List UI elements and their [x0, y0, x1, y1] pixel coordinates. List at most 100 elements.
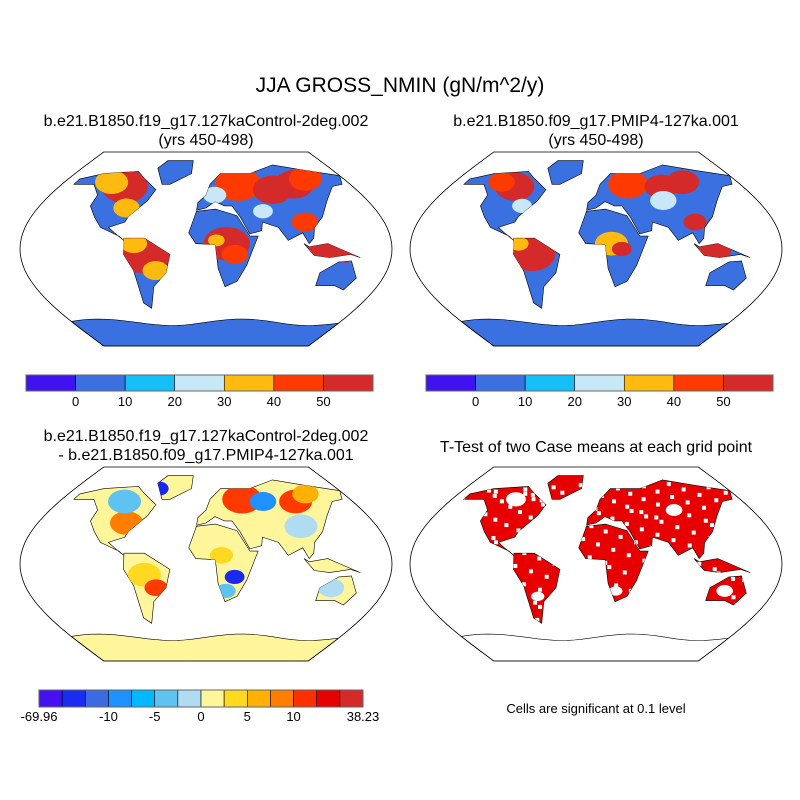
insignificant-cell — [685, 500, 690, 505]
insignificant-cell — [538, 604, 543, 609]
field-patch — [107, 489, 142, 514]
title-line: (yrs 450-498) — [158, 132, 254, 149]
insignificant-cell — [659, 519, 664, 524]
panel-title-case1: b.e21.B1850.f19_g17.127kaControl-2deg.00… — [20, 112, 392, 150]
colorbar-tick-label: 20 — [167, 394, 182, 409]
insignificant-cell — [731, 595, 736, 600]
insignificant-cell — [624, 521, 629, 526]
map-border — [19, 151, 393, 347]
colorbar-box — [38, 689, 63, 708]
map-diff — [19, 466, 393, 662]
field-patch — [203, 186, 227, 204]
colorbar-frame — [38, 689, 364, 708]
insignificant-cell — [697, 492, 702, 497]
insignificant-cell — [535, 617, 540, 622]
map-border — [19, 466, 393, 662]
land-maritime-continent — [693, 558, 751, 573]
insignificant-cell — [618, 534, 623, 539]
colorbar-box — [623, 374, 675, 392]
field-patch — [665, 170, 700, 195]
significance-note: Cells are significant at 0.1 level — [506, 701, 686, 716]
colorbar-tick-label: 30 — [617, 394, 632, 409]
colorbar-tick-label: 10 — [286, 709, 301, 724]
colorbar-tick-label: 0 — [71, 394, 80, 409]
colorbar-box — [246, 689, 271, 708]
insignificant-cell — [654, 515, 659, 520]
colorbar-top-2 — [425, 374, 774, 392]
insignificant-cell — [581, 537, 586, 542]
insignificant-cell — [670, 495, 675, 500]
insignificant-cell — [675, 525, 680, 530]
insignificant-cell — [499, 499, 504, 504]
colorbar-frame — [25, 374, 374, 392]
insignificant-cell — [578, 483, 583, 488]
panel-title-case2: b.e21.B1850.f09_g17.PMIP4-127ka.001 (yrs… — [410, 112, 782, 150]
field-patch — [214, 167, 262, 201]
insignificant-cell — [528, 515, 533, 520]
insignificant-cell — [629, 509, 634, 514]
field-patch — [650, 191, 677, 210]
colorbar-box — [108, 689, 132, 708]
insignificant-cell — [644, 514, 649, 519]
colorbar-bottom — [38, 689, 364, 708]
field-patch — [608, 170, 648, 199]
field-patch — [609, 586, 623, 596]
insignificant-cell — [639, 510, 644, 515]
colorbar-tick-label: 40 — [266, 394, 282, 409]
insignificant-cell — [528, 569, 533, 574]
insignificant-cell — [655, 502, 660, 507]
colorbar-tick-label: 30 — [217, 394, 232, 409]
colorbar-box — [273, 374, 324, 392]
insignificant-cell — [691, 530, 696, 535]
field-patch — [253, 204, 273, 219]
insignificant-cell — [712, 567, 717, 572]
panel-title-ttest: T-Test of two Case means at each grid po… — [410, 438, 782, 457]
land-maritime-continent — [303, 558, 361, 573]
colorbar-box — [124, 374, 176, 392]
colorbar-box — [293, 689, 318, 708]
colorbar-top-1 — [25, 374, 374, 392]
insignificant-cell — [560, 490, 565, 495]
insignificant-cell — [492, 493, 497, 498]
insignificant-cell — [731, 576, 736, 581]
insignificant-cell — [625, 504, 630, 509]
colorbar-box — [574, 374, 625, 392]
insignificant-cell — [714, 498, 719, 503]
insignificant-cell — [702, 505, 707, 510]
insignificant-cell — [697, 561, 702, 566]
colorbar-tick-label: -69.96 — [20, 709, 58, 724]
field-patch — [95, 170, 129, 195]
insignificant-cell — [687, 513, 692, 518]
insignificant-cell — [516, 528, 521, 533]
land-greenland — [157, 160, 194, 185]
insignificant-cell — [641, 497, 646, 502]
insignificant-cell — [589, 524, 594, 529]
field-patch — [505, 492, 526, 507]
field-patch — [144, 579, 168, 597]
colorbar-box — [84, 689, 109, 708]
insignificant-cell — [513, 564, 518, 568]
field-patch — [284, 514, 318, 539]
insignificant-cell — [671, 538, 676, 543]
field-patch — [716, 585, 733, 597]
field-patch — [249, 492, 277, 511]
field-patch — [224, 569, 245, 585]
insignificant-cell — [531, 497, 536, 502]
insignificant-cell — [622, 570, 627, 575]
panel-title-diff: b.e21.B1850.f19_g17.127kaControl-2deg.00… — [20, 427, 392, 465]
colorbar-tick-label: -5 — [148, 709, 161, 724]
title-line: b.e21.B1850.f19_g17.127kaControl-2deg.00… — [43, 113, 369, 130]
land-greenland — [547, 160, 584, 185]
field-patch — [488, 172, 515, 192]
insignificant-cell — [533, 600, 538, 605]
insignificant-cell — [551, 485, 556, 490]
colorbar-box — [270, 689, 294, 708]
colorbar-box — [673, 374, 724, 392]
insignificant-cell — [540, 502, 545, 507]
colorbar-tick-label: 0 — [471, 394, 480, 409]
insignificant-cell — [504, 523, 509, 528]
land-antarctica — [70, 633, 340, 662]
title-line: (yrs 450-498) — [548, 132, 644, 149]
insignificant-cell — [642, 558, 647, 563]
